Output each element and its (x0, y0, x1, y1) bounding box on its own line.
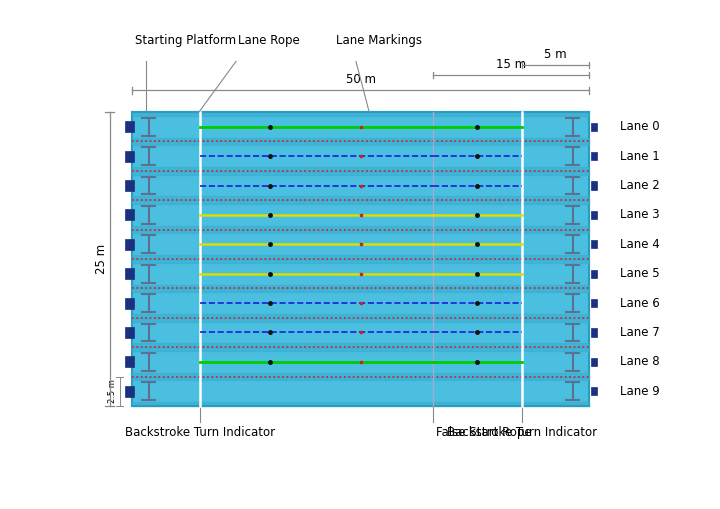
Bar (590, 152, 597, 160)
Text: 5 m: 5 m (544, 48, 567, 61)
Bar (125, 239, 134, 250)
Text: Lane Rope: Lane Rope (238, 35, 300, 47)
Bar (125, 151, 134, 162)
Bar (125, 180, 134, 191)
Bar (132, 112, 590, 406)
Text: Backstroke Turn Indicator: Backstroke Turn Indicator (125, 426, 274, 439)
Bar (125, 268, 134, 279)
Text: Lane 4: Lane 4 (620, 238, 660, 251)
Text: Lane 8: Lane 8 (620, 355, 660, 369)
Text: 25 m: 25 m (94, 244, 108, 274)
Text: Lane 7: Lane 7 (620, 326, 660, 339)
Text: 50 m: 50 m (346, 73, 376, 86)
Text: Lane Markings: Lane Markings (336, 35, 421, 47)
Bar (125, 386, 134, 397)
Text: Lane 9: Lane 9 (620, 385, 660, 398)
Bar (590, 299, 597, 307)
Text: Lane 3: Lane 3 (620, 208, 660, 221)
Bar (125, 121, 134, 132)
Text: Lane 5: Lane 5 (620, 267, 660, 280)
Bar (125, 356, 134, 367)
Bar (590, 358, 597, 366)
Text: 15 m: 15 m (496, 58, 526, 71)
Bar (125, 327, 134, 338)
Bar (590, 240, 597, 248)
Text: Lane 1: Lane 1 (620, 150, 660, 162)
Bar (590, 328, 597, 336)
Bar (590, 181, 597, 190)
Text: Lane 6: Lane 6 (620, 297, 660, 309)
Text: Backstroke Turn Indicator: Backstroke Turn Indicator (446, 426, 597, 439)
Bar (590, 270, 597, 278)
Text: Starting Platform: Starting Platform (135, 35, 235, 47)
Text: Lane 2: Lane 2 (620, 179, 660, 192)
Bar (590, 211, 597, 219)
Text: False Start Rope: False Start Rope (436, 426, 531, 439)
Bar (590, 387, 597, 395)
Bar (125, 298, 134, 308)
Text: Lane 0: Lane 0 (620, 120, 660, 133)
Bar (125, 209, 134, 220)
Bar (590, 123, 597, 131)
Text: 2.5 m: 2.5 m (109, 379, 117, 403)
